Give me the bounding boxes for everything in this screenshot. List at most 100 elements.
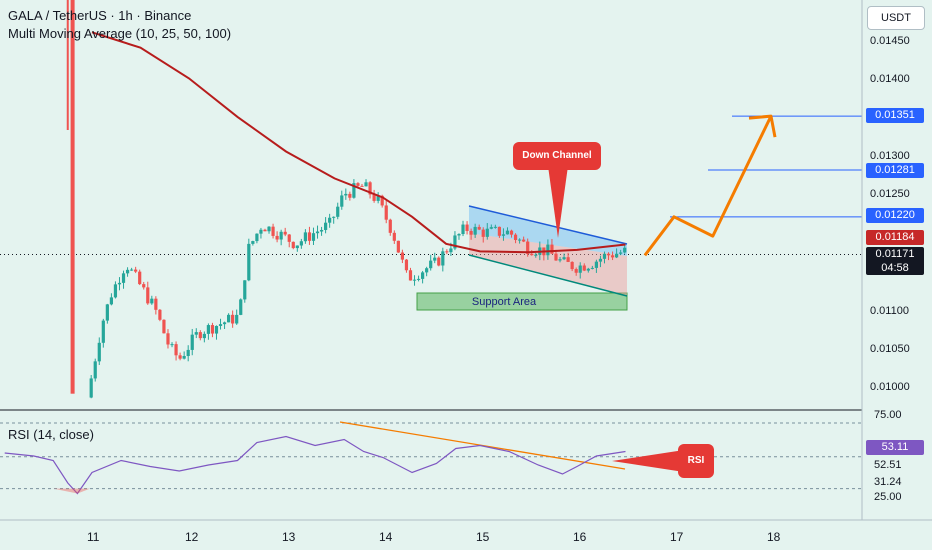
candle-body[interactable] (404, 259, 409, 271)
candle-body[interactable] (194, 332, 198, 335)
candle-body[interactable] (138, 271, 142, 285)
candle-body[interactable] (388, 219, 392, 233)
candle-body[interactable] (562, 257, 566, 260)
candle-body[interactable] (303, 232, 307, 242)
candle-body[interactable] (222, 322, 227, 325)
candle-body[interactable] (210, 325, 215, 334)
candle-body[interactable] (97, 342, 101, 362)
down-channel-lower-line[interactable] (468, 254, 628, 297)
down-channel-upper-line[interactable] (468, 205, 628, 245)
candle-body[interactable] (570, 261, 574, 270)
candle-body[interactable] (259, 229, 263, 234)
candle-body[interactable] (267, 226, 271, 232)
candle-body[interactable] (497, 226, 501, 236)
candle-body[interactable] (174, 344, 178, 356)
candle-body[interactable] (344, 193, 348, 196)
candle-body[interactable] (594, 261, 598, 268)
candle-body[interactable] (380, 195, 384, 206)
candle-body[interactable] (134, 269, 138, 272)
candle-body[interactable] (319, 229, 324, 232)
candle-body[interactable] (170, 344, 174, 346)
candle-body[interactable] (239, 299, 243, 315)
candle-body[interactable] (433, 257, 437, 261)
candle-body[interactable] (522, 239, 526, 242)
candle-body[interactable] (311, 233, 316, 241)
candle-body[interactable] (218, 324, 223, 326)
candle-body[interactable] (89, 378, 93, 398)
candle-body[interactable] (125, 269, 130, 274)
candle-body[interactable] (283, 231, 287, 235)
candle-body[interactable] (70, 0, 75, 394)
candle-body[interactable] (117, 282, 122, 285)
candle-body[interactable] (198, 332, 202, 339)
candle-body[interactable] (368, 182, 372, 195)
candle-body[interactable] (372, 194, 376, 201)
candle-body[interactable] (356, 183, 360, 186)
candle-body[interactable] (457, 234, 461, 236)
candle-body[interactable] (590, 267, 594, 269)
candle-body[interactable] (202, 333, 206, 339)
candle-body[interactable] (509, 230, 514, 235)
candle-body[interactable] (121, 273, 126, 283)
candle-body[interactable] (146, 287, 150, 304)
candle-body[interactable] (154, 298, 158, 310)
candle-body[interactable] (526, 241, 530, 254)
candle-body[interactable] (408, 270, 413, 281)
candle-body[interactable] (162, 319, 166, 334)
candle-body[interactable] (158, 309, 162, 320)
candle-body[interactable] (130, 269, 134, 271)
candle-body[interactable] (546, 244, 550, 256)
candle-body[interactable] (501, 234, 506, 236)
candle-body[interactable] (275, 235, 279, 240)
candle-body[interactable] (598, 258, 603, 262)
candle-body[interactable] (214, 325, 219, 334)
candle-body[interactable] (186, 349, 190, 357)
candle-body[interactable] (586, 268, 590, 271)
candle-body[interactable] (441, 251, 445, 266)
candle-body[interactable] (243, 280, 247, 300)
candle-body[interactable] (227, 314, 231, 323)
candle-body[interactable] (477, 226, 481, 230)
candle-body[interactable] (449, 248, 453, 253)
candle-body[interactable] (505, 230, 510, 235)
candle-body[interactable] (445, 251, 449, 253)
candle-body[interactable] (550, 244, 554, 254)
candle-body[interactable] (295, 245, 299, 249)
candle-body[interactable] (328, 217, 332, 223)
candle-body[interactable] (530, 253, 534, 256)
candle-body[interactable] (376, 195, 380, 201)
candle-body[interactable] (513, 234, 518, 240)
moving-average-line[interactable] (91, 31, 626, 254)
rsi-callout[interactable]: RSI (678, 444, 714, 478)
candle-body[interactable] (93, 361, 97, 379)
candle-body[interactable] (396, 240, 400, 253)
candle-body[interactable] (324, 222, 328, 230)
candle-body[interactable] (461, 224, 465, 235)
candle-body[interactable] (615, 253, 619, 258)
projection-path[interactable] (643, 115, 773, 257)
candle-body[interactable] (558, 259, 562, 261)
candle-body[interactable] (453, 235, 457, 249)
candle-body[interactable] (481, 229, 485, 237)
candle-body[interactable] (178, 355, 182, 359)
candle-body[interactable] (263, 229, 267, 232)
candle-body[interactable] (518, 239, 522, 241)
candle-body[interactable] (566, 257, 570, 262)
candle-body[interactable] (235, 314, 239, 324)
candle-body[interactable] (166, 333, 170, 345)
candle-body[interactable] (619, 252, 623, 254)
candle-body[interactable] (364, 182, 368, 187)
candle-body[interactable] (623, 247, 627, 253)
candle-body[interactable] (473, 226, 477, 235)
support-area-box[interactable] (416, 292, 628, 311)
candle-body[interactable] (190, 334, 194, 350)
candle-body[interactable] (105, 304, 109, 321)
candle-body[interactable] (485, 228, 489, 237)
candle-body[interactable] (348, 193, 352, 198)
candle-body[interactable] (493, 226, 497, 228)
candle-body[interactable] (392, 232, 396, 241)
candle-body[interactable] (360, 185, 364, 187)
currency-button[interactable]: USDT (867, 6, 925, 30)
candle-body[interactable] (113, 284, 118, 298)
